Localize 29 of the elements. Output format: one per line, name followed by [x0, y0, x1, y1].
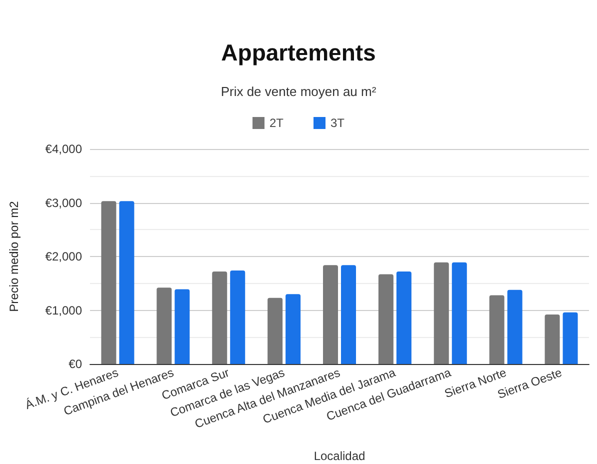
bar	[507, 290, 522, 364]
bar	[489, 295, 504, 364]
y-tick-label: €0	[68, 357, 82, 371]
bar	[101, 201, 116, 364]
bar	[268, 298, 283, 364]
bar	[230, 270, 246, 364]
x-axis-title: Localidad	[314, 449, 366, 463]
y-tick-label: €4,000	[45, 142, 82, 156]
chart-subtitle: Prix de vente moyen au m²	[220, 84, 377, 99]
bar	[286, 294, 301, 364]
legend-label: 2T	[269, 116, 284, 130]
y-tick-label: €3,000	[45, 196, 82, 210]
y-tick-label: €1,000	[45, 303, 82, 318]
bar	[396, 272, 412, 364]
chart-title: Appartements	[221, 40, 376, 66]
bar	[562, 312, 578, 364]
bar	[212, 272, 228, 364]
legend-label: 3T	[330, 116, 346, 130]
bar	[452, 262, 467, 364]
bar	[156, 288, 172, 364]
y-tick-label: €2,000	[45, 250, 82, 264]
bar	[378, 274, 394, 364]
bar	[544, 314, 560, 364]
bar	[119, 201, 134, 364]
y-axis-title: Precio medio por m2	[7, 200, 21, 312]
bar	[434, 262, 449, 364]
bar	[341, 265, 356, 364]
bar	[323, 265, 338, 364]
bar	[174, 289, 190, 364]
